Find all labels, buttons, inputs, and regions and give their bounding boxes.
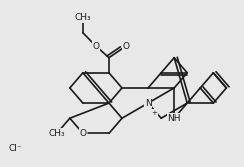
Text: O: O [122,42,129,51]
Text: Cl⁻: Cl⁻ [8,144,22,153]
Text: +: + [152,110,158,116]
Text: O: O [92,42,99,51]
Text: O: O [79,129,86,138]
Text: CH₃: CH₃ [49,129,65,138]
Text: N: N [145,99,152,108]
Text: CH₃: CH₃ [75,13,91,22]
Text: NH: NH [167,114,181,123]
